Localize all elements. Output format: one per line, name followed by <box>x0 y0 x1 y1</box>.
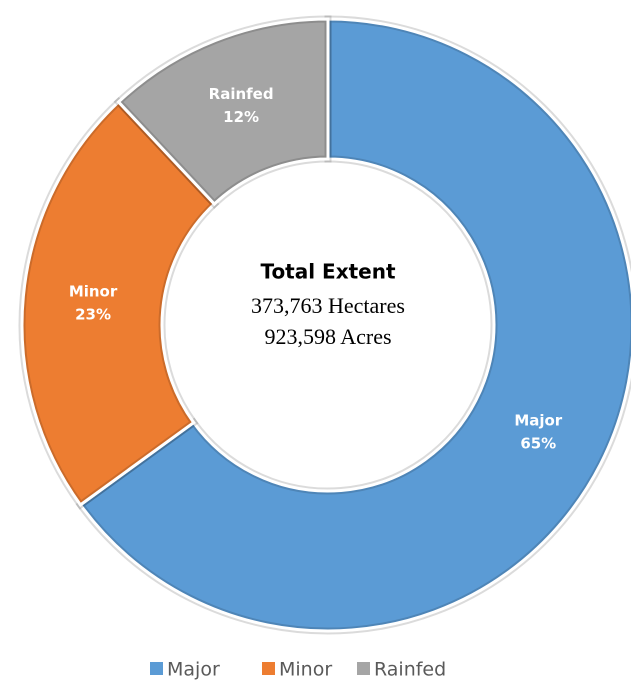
slice-edge <box>78 17 631 633</box>
center-annotation: 373,763 Hectares <box>251 293 405 318</box>
center-title: Total Extent <box>260 260 396 284</box>
center-annotation: 923,598 Acres <box>264 324 391 349</box>
slice-label: Minor <box>69 282 118 300</box>
slice-label: Rainfed <box>209 85 274 103</box>
slice-label: 65% <box>520 435 556 453</box>
legend-text: Minor <box>279 659 332 681</box>
slice-label: 12% <box>223 108 259 126</box>
legend-swatch <box>357 662 370 675</box>
slice-edge <box>20 99 217 507</box>
slice-label: 23% <box>75 305 111 323</box>
legend-text: Major <box>167 659 220 681</box>
slice-edge <box>116 17 330 207</box>
slice-label: Major <box>514 412 562 430</box>
legend-swatch <box>262 662 275 675</box>
legend-swatch <box>150 662 163 675</box>
legend-text: Rainfed <box>374 659 446 681</box>
